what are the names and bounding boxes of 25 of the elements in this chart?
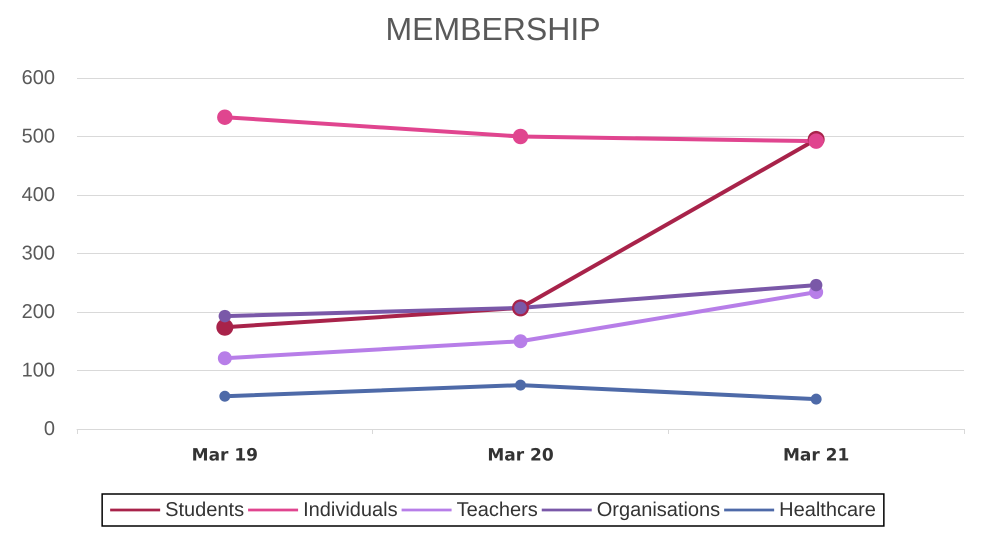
y-tick-label: 600 [22,67,55,89]
legend-label: Teachers [456,499,538,521]
x-tick-label: Mar 20 [487,446,554,466]
point [218,310,232,322]
y-tick-label: 500 [22,126,55,148]
y-tick-label: 300 [22,242,55,264]
point [512,128,528,144]
point [515,380,526,391]
point [217,109,233,125]
x-tick-label: Mar 19 [192,446,258,466]
legend-label: Individuals [303,499,398,521]
y-tick-label: 100 [22,360,55,382]
legend-label: Students [165,499,244,521]
chart-title: MEMBERSHIP [385,11,601,47]
point [218,351,232,366]
point [810,394,822,405]
point [810,278,822,292]
point [514,334,528,348]
legend-label: Organisations [596,499,720,521]
point [219,390,230,402]
y-tick-label: 0 [44,418,55,440]
legend-label: Healthcare [779,499,876,521]
y-tick-label: 200 [22,301,55,323]
x-tick-label: Mar 21 [782,446,850,466]
y-tick-label: 400 [22,184,55,206]
